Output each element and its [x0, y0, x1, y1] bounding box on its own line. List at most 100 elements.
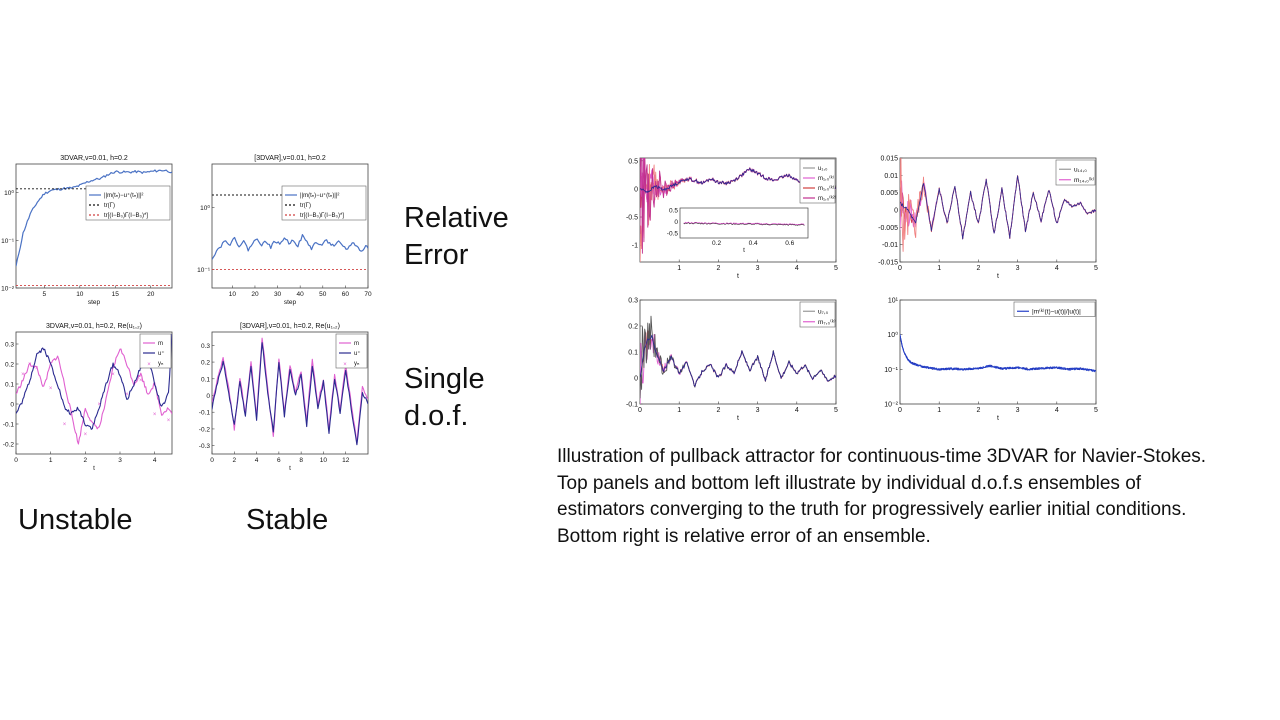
- unstable-dof-xtick-label: 0: [14, 457, 18, 464]
- stable-dof-xtick-label: 0: [210, 457, 214, 464]
- unstable-dof-obs-point: ×: [153, 412, 157, 418]
- caption-line-3: estimators converging to the truth for p…: [557, 499, 1187, 520]
- stable-dof-xtick-label: 10: [320, 457, 328, 464]
- stable-dof-plot-area: [212, 337, 368, 446]
- pullback-u10-chart: 1 2 3 4 5 -1 -0.5 0 0.5 t 0.2 0.4 0.6 -0.5 0 0.5 t u₁,₀ m₁…: [626, 157, 838, 280]
- pullback-u70-ytick-label: 0.1: [628, 350, 638, 357]
- stable-dof-legend-entry: m: [354, 341, 359, 347]
- pullback-u70-ytick-label: 0: [634, 376, 638, 383]
- stable-dof-ytick-label: 0.3: [201, 343, 210, 350]
- stable-error-legend-entry: tr(Γ): [300, 203, 311, 209]
- caption-line-4: Bottom right is relative error of an ens…: [557, 525, 931, 547]
- pullback-u10-xlabel: t: [737, 273, 739, 280]
- stable-dof-legend-entry: u⁺: [354, 350, 361, 357]
- pullback-u140-ytick-label: -0.005: [878, 225, 898, 232]
- stable-error-error-line: [212, 233, 368, 260]
- unstable-dof-obs-point: ×: [84, 432, 88, 438]
- unstable-dof-obs-point: ×: [49, 386, 53, 392]
- unstable-dof-ytick-label: 0.1: [5, 382, 14, 389]
- pullback-u140-xtick-label: 1: [937, 265, 941, 272]
- pullback-u140-ytick-label: 0.01: [884, 173, 898, 180]
- unstable-dof-xtick-label: 3: [118, 457, 122, 464]
- pullback-u10-ytick-label: 0.5: [628, 158, 638, 165]
- caption-line-1: Illustration of pullback attractor for c…: [557, 446, 1207, 467]
- pullback-u140-chart: 0 1 2 3 4 5 -0.015 -0.01 -0.005 0 0.005 0.01 0.015 t u…: [878, 156, 1098, 281]
- unstable-dof-ytick-label: -0.2: [3, 442, 15, 449]
- relative-error-line-2: Error: [404, 239, 469, 271]
- pullback-u10-xtick-label: 2: [716, 265, 720, 272]
- pullback-u10-inset-xtick: 0.6: [785, 240, 794, 247]
- unstable-dof-obs-point: ×: [63, 422, 67, 428]
- stable-error-xtick-label: 40: [297, 291, 305, 298]
- pullback-u10-inset-ytick: -0.5: [667, 230, 679, 237]
- pullback-u70-ytick-label: 0.2: [628, 324, 638, 331]
- stable-error-frame: [211, 163, 369, 289]
- pullback-u10-xtick-label: 3: [756, 265, 760, 272]
- stable-dof-xtick-label: 2: [232, 457, 236, 464]
- stable-dof-ytick-label: 0: [206, 393, 210, 400]
- pullback-u140-ytick-label: -0.01: [882, 242, 898, 249]
- pullback-u10-legend-entry: m₁,₀⁽ᵏ⁾: [818, 175, 835, 182]
- pullback-u140-legend-entry: m₁₄,₀⁽ᵏ⁾: [1074, 176, 1095, 184]
- relative-error-ensemble-line: [900, 334, 1096, 372]
- relative-error-label: Relative Error: [404, 200, 509, 274]
- pullback-u140-xtick-label: 4: [1055, 265, 1059, 272]
- pullback-u70-legend-entry: m₇,₀⁽ᵏ⁾: [818, 318, 836, 326]
- unstable-error-legend-box: [85, 185, 171, 221]
- unstable-error-frame: [15, 163, 173, 289]
- relative-error-ensemble-xlabel: t: [997, 415, 999, 422]
- pullback-u70-xtick-label: 4: [795, 407, 799, 414]
- pullback-u140-xtick-label: 5: [1094, 265, 1098, 272]
- relative-error-ensemble-ytick-label: 10⁻¹: [884, 367, 898, 374]
- pullback-u10-legend-entry: m₁,₀⁽ᵏ²⁾: [818, 195, 837, 202]
- unstable-dof-obs-point: ×: [111, 372, 115, 378]
- stable-dof-xtick-label: 12: [342, 457, 350, 464]
- pullback-u10-inset-ytick: 0.5: [669, 207, 678, 214]
- stable-error-legend-entry: tr[(I−B₀)Γ(I−B₀)*]: [300, 213, 344, 219]
- pullback-u70-xtick-label: 2: [716, 407, 720, 414]
- stable-dof-title: [3DVAR],ν=0.01, h=0.2, Re(u₁,₂): [240, 323, 340, 330]
- pullback-u140-xtick-label: 2: [976, 265, 980, 272]
- pullback-u70-xlabel: t: [737, 415, 739, 422]
- stable-error-xtick-label: 70: [364, 291, 372, 298]
- unstable-dof-obs-point: ×: [125, 392, 129, 398]
- figure-caption: Illustration of pullback attractor for c…: [557, 444, 1277, 550]
- unstable-error-ytick-label: 10⁰: [4, 189, 14, 197]
- pullback-u140-truth-line: [900, 175, 1096, 240]
- pullback-u140-xtick-label: 0: [898, 265, 902, 272]
- stable-error-ytick-label: 10⁻¹: [197, 267, 211, 274]
- pullback-u10-xtick-label: 4: [795, 265, 799, 272]
- unstable-error-xtick-label: 5: [43, 291, 47, 298]
- unstable-error-xtick-label: 15: [112, 291, 120, 298]
- relative-error-line-1: Relative: [404, 202, 509, 234]
- unstable-dof-ytick-label: 0.3: [5, 342, 14, 349]
- pullback-u10-legend-entry: m₁,₀⁽ᵏ¹⁾: [818, 185, 837, 192]
- unstable-dof-title: 3DVAR,ν=0.01, h=0.2, Re(u₁,₂): [46, 323, 142, 330]
- pullback-u70-plot-area: [640, 315, 836, 404]
- stable-dof-xlabel: t: [289, 465, 291, 472]
- unstable-dof-legend-entry: m: [158, 341, 163, 347]
- pullback-u140-ytick-label: 0.005: [880, 190, 898, 197]
- stable-error-xtick-label: 50: [319, 291, 327, 298]
- stable-dof-ytick-label: -0.2: [199, 426, 211, 433]
- pullback-u10-legend-entry: u₁,₀: [818, 166, 828, 172]
- stable-dof-xtick-label: 6: [277, 457, 281, 464]
- stable-dof-legend-box: [335, 333, 368, 369]
- unstable-dof-obs-point: ×: [28, 362, 32, 368]
- pullback-u10-ytick-label: 0: [634, 186, 638, 193]
- stable-dof-u-line: [212, 342, 368, 446]
- stable-dof-xtick-label: 4: [255, 457, 259, 464]
- relative-error-ensemble-ytick-label: 10¹: [888, 298, 899, 305]
- unstable-dof-obs-point: ×: [21, 372, 25, 378]
- unstable-dof-ytick-label: 0: [10, 402, 14, 409]
- unstable-error-ytick-label: 10⁻²: [1, 286, 15, 293]
- unstable-dof-chart: 3DVAR,ν=0.01, h=0.2, Re(u₁,₂) 0 1 2 3 4 -0.2 -0…: [3, 323, 173, 472]
- stable-error-ytick-label: 10⁰: [200, 204, 210, 212]
- unstable-dof-legend-entry: u⁺: [158, 350, 165, 357]
- pullback-u140-legend-box: [1055, 159, 1096, 186]
- pullback-u10-xtick-label: 5: [834, 265, 838, 272]
- relative-error-ensemble-xtick-label: 5: [1094, 407, 1098, 414]
- pullback-u10-ytick-label: -1: [632, 243, 638, 250]
- unstable-dof-obs-point: ×: [167, 418, 171, 424]
- pullback-u10-xtick-label: 1: [677, 265, 681, 272]
